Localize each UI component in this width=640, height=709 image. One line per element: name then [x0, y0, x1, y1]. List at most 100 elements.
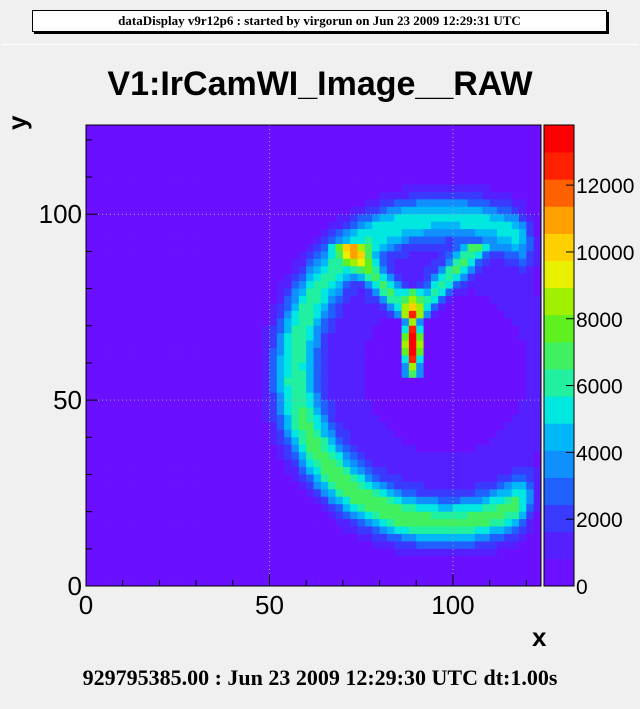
heatmap-cell — [518, 169, 527, 178]
heatmap-cell — [445, 377, 454, 386]
heatmap-cell — [93, 526, 102, 535]
heatmap-cell — [364, 214, 373, 223]
heatmap-cell — [262, 533, 270, 542]
heatmap-cell — [284, 578, 292, 587]
heatmap-cell — [496, 578, 505, 587]
heatmap-cell — [496, 125, 505, 133]
heatmap-cell — [181, 370, 190, 379]
heatmap-cell — [379, 414, 388, 423]
palette-swatch — [544, 287, 574, 316]
heatmap-cell — [335, 362, 344, 371]
heatmap-cell — [100, 392, 109, 401]
heatmap-cell — [320, 385, 329, 394]
heatmap-cell — [489, 571, 498, 579]
heatmap-cell — [372, 474, 380, 483]
heatmap-cell — [159, 236, 168, 245]
heatmap-cell — [130, 147, 138, 156]
heatmap-cell — [122, 333, 131, 342]
heatmap-cell — [159, 132, 168, 141]
heatmap-cell — [210, 429, 219, 438]
heatmap-cell — [445, 459, 454, 468]
heatmap-cell — [218, 177, 226, 185]
heatmap-cell — [232, 281, 241, 289]
heatmap-cell — [240, 541, 248, 550]
heatmap-cell — [298, 511, 307, 520]
heatmap-cell — [438, 556, 446, 565]
heatmap-cell — [130, 310, 138, 319]
heatmap-cell — [401, 348, 410, 356]
x-tick-label: 100 — [431, 590, 474, 620]
heatmap-cell — [518, 348, 527, 356]
heatmap-cell — [144, 452, 153, 460]
heatmap-cell — [306, 548, 314, 557]
heatmap-cell — [438, 310, 446, 319]
heatmap-cell — [511, 325, 520, 334]
heatmap-cell — [137, 266, 146, 275]
heatmap-cell — [262, 370, 270, 379]
heatmap-cell — [269, 162, 278, 171]
palette-swatch — [544, 125, 574, 153]
heatmap-cell — [247, 437, 256, 446]
heatmap-cell — [511, 407, 520, 416]
heatmap-cell — [262, 578, 270, 587]
heatmap-cell — [210, 407, 219, 416]
heatmap-cell — [225, 184, 234, 193]
heatmap-cell — [438, 273, 446, 282]
heatmap-cell — [86, 459, 94, 468]
heatmap-cell — [379, 526, 388, 535]
heatmap-cell — [379, 467, 388, 475]
heatmap-cell — [364, 407, 373, 416]
heatmap-cell — [152, 548, 160, 557]
heatmap-cell — [108, 578, 116, 587]
heatmap-cell — [247, 162, 256, 171]
heatmap-cell — [401, 184, 410, 193]
heatmap-cell — [386, 296, 395, 304]
heatmap-cell — [518, 392, 527, 401]
heatmap-cell — [504, 489, 513, 498]
heatmap-cell — [482, 125, 491, 133]
heatmap-cell — [174, 147, 182, 156]
heatmap-cell — [474, 303, 483, 312]
heatmap-cell — [225, 571, 234, 579]
heatmap-cell — [401, 489, 410, 498]
heatmap-cell — [174, 556, 182, 565]
heatmap-cell — [342, 370, 351, 379]
heatmap-cell — [254, 481, 263, 490]
heatmap-cell — [430, 296, 439, 304]
heatmap-cell — [144, 340, 153, 349]
heatmap-cell — [108, 496, 116, 505]
heatmap-cell — [328, 548, 336, 557]
heatmap-cell — [328, 251, 336, 260]
heatmap-cell — [474, 452, 483, 460]
heatmap-cell — [159, 541, 168, 550]
heatmap-cell — [452, 348, 461, 356]
heatmap-cells[interactable] — [86, 125, 542, 587]
heatmap-cell — [357, 251, 366, 260]
heatmap-cell — [452, 310, 461, 319]
heatmap-cell — [423, 318, 432, 327]
heatmap-cell — [86, 273, 94, 282]
heatmap-cell — [416, 162, 424, 171]
heatmap-cell — [518, 125, 527, 133]
heatmap-cell — [174, 273, 182, 282]
heatmap-cell — [166, 191, 175, 200]
heatmap-cell — [181, 400, 190, 408]
heatmap-cell — [394, 251, 402, 260]
heatmap-cell — [320, 556, 329, 565]
heatmap-cell — [342, 288, 351, 297]
heatmap-cell — [408, 437, 417, 446]
heatmap-cell — [298, 392, 307, 401]
heatmap-cell — [130, 214, 138, 223]
heatmap-cell — [394, 310, 402, 319]
heatmap-cell — [218, 429, 226, 438]
heatmap-cell — [335, 184, 344, 193]
heatmap-cell — [254, 467, 263, 475]
heatmap-cell — [408, 214, 417, 223]
heatmap-cell — [86, 422, 94, 431]
heatmap-cell — [320, 437, 329, 446]
heatmap-cell — [291, 273, 300, 282]
heatmap-cell — [401, 377, 410, 386]
heatmap-cell — [86, 414, 94, 423]
heatmap-cell — [364, 459, 373, 468]
